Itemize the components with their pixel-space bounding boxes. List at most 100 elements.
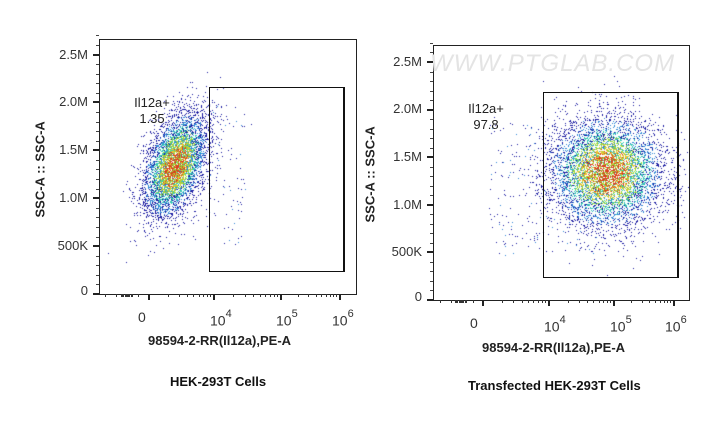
axis-minor-tick	[96, 274, 99, 276]
axis-minor-tick	[130, 294, 132, 297]
axis-minor-tick	[610, 300, 612, 303]
axis-minor-tick	[430, 242, 433, 244]
axis-minor-tick	[96, 217, 99, 219]
y-tick-label: 1.0M	[59, 190, 88, 205]
axis-minor-tick	[96, 236, 99, 238]
axis-minor-tick	[430, 119, 433, 121]
axis-minor-tick	[124, 294, 126, 297]
axis-minor-tick	[537, 300, 539, 303]
axis-minor-tick	[462, 300, 464, 303]
axis-minor-tick	[430, 280, 433, 282]
axis-minor-tick	[116, 294, 117, 297]
axis-major-tick	[93, 245, 99, 248]
axis-minor-tick	[501, 300, 503, 303]
axis-minor-tick	[269, 294, 271, 297]
axis-minor-tick	[430, 214, 433, 216]
axis-major-tick	[613, 300, 615, 306]
axis-minor-tick	[528, 300, 530, 303]
axis-minor-tick	[541, 300, 543, 303]
axis-major-tick	[339, 294, 341, 300]
axis-minor-tick	[430, 100, 433, 102]
y-tick-label: 1.0M	[393, 197, 422, 212]
axis-minor-tick	[670, 300, 672, 303]
y-tick-label: 0	[414, 289, 422, 304]
axis-minor-tick	[544, 300, 546, 303]
axis-minor-tick	[455, 300, 456, 303]
axis-minor-tick	[122, 294, 124, 297]
y-tick-label: 500K	[391, 244, 422, 259]
axis-minor-tick	[129, 294, 131, 297]
axis-major-tick	[93, 149, 99, 152]
axis-minor-tick	[598, 300, 600, 303]
axis-minor-tick	[451, 300, 452, 303]
axis-minor-tick	[430, 261, 433, 263]
x-axis-title: 98594-2-RR(Il12a),PE-A	[148, 333, 292, 348]
axis-minor-tick	[96, 92, 99, 94]
axis-major-tick	[427, 299, 433, 301]
axis-minor-tick	[631, 300, 633, 303]
axis-minor-tick	[253, 294, 255, 297]
axis-minor-tick	[458, 300, 460, 303]
axis-minor-tick	[138, 294, 139, 297]
gate-rectangle[interactable]	[543, 92, 679, 278]
axis-major-tick	[427, 156, 433, 159]
axis-minor-tick	[206, 294, 208, 297]
axis-minor-tick	[459, 300, 461, 303]
axis-minor-tick	[202, 294, 204, 297]
axis-minor-tick	[210, 294, 212, 297]
axis-major-tick	[93, 101, 99, 104]
axis-major-tick	[427, 108, 433, 111]
axis-minor-tick	[125, 294, 127, 297]
panel-hek293t: SSC-A :: SSC-A 2.5M 2.0M 1.5M 1.0M 500K …	[33, 35, 357, 389]
axis-minor-tick	[473, 300, 474, 303]
axis-minor-tick	[96, 35, 99, 37]
axis-minor-tick	[430, 233, 433, 235]
x-tick-label-zero: 0	[138, 309, 146, 325]
axis-minor-tick	[430, 42, 433, 44]
axis-minor-tick	[654, 300, 656, 303]
x-tick-label-1e6: 106	[332, 308, 354, 329]
axis-major-tick	[280, 294, 282, 300]
axis-minor-tick	[430, 290, 433, 292]
axis-major-tick	[93, 293, 99, 295]
axis-minor-tick	[308, 294, 310, 297]
dot-cloud	[100, 40, 356, 294]
y-tick-label: 500K	[57, 238, 88, 253]
axis-minor-tick	[336, 294, 338, 297]
axis-minor-tick	[579, 300, 580, 303]
axis-minor-tick	[667, 300, 669, 303]
axis-minor-tick	[464, 300, 466, 303]
axis-minor-tick	[649, 300, 651, 303]
axis-minor-tick	[465, 300, 467, 303]
axis-minor-tick	[265, 294, 267, 297]
axis-minor-tick	[96, 207, 99, 209]
axis-minor-tick	[276, 294, 278, 297]
axis-minor-tick	[463, 300, 465, 303]
axis-minor-tick	[567, 300, 569, 303]
axis-major-tick	[482, 300, 484, 306]
axis-minor-tick	[96, 64, 99, 66]
axis-minor-tick	[96, 188, 99, 190]
axis-minor-tick	[297, 294, 299, 297]
y-tick-label: 2.0M	[59, 94, 88, 109]
axis-minor-tick	[325, 294, 327, 297]
axis-minor-tick	[430, 81, 433, 83]
axis-minor-tick	[193, 294, 195, 297]
gate-percent: 97.8	[473, 117, 499, 132]
axis-major-tick	[673, 300, 675, 306]
y-tick-label: 1.5M	[59, 142, 88, 157]
axis-minor-tick	[521, 300, 523, 303]
axis-minor-tick	[457, 300, 459, 303]
axis-minor-tick	[587, 300, 589, 303]
axis-minor-tick	[461, 300, 462, 303]
axis-minor-tick	[96, 226, 99, 228]
x-tick-label-1e6: 106	[665, 314, 687, 335]
axis-minor-tick	[273, 294, 275, 297]
axis-minor-tick	[430, 195, 433, 197]
gate-rectangle[interactable]	[209, 87, 345, 272]
axis-minor-tick	[430, 71, 433, 73]
axis-major-tick	[548, 300, 550, 306]
axis-minor-tick	[96, 73, 99, 75]
axis-minor-tick	[333, 294, 335, 297]
axis-major-tick	[427, 251, 433, 254]
